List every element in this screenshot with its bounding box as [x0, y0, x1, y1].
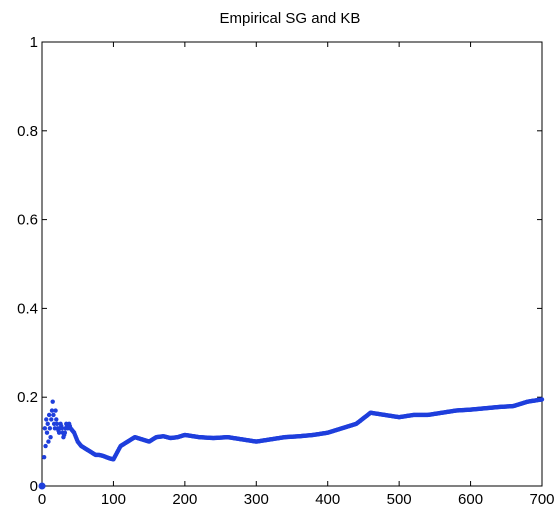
y-tick-label: 1: [30, 34, 38, 51]
y-tick-label: 0.8: [17, 123, 38, 140]
x-tick-label: 0: [38, 491, 46, 508]
data-point: [45, 421, 50, 427]
data-point: [59, 426, 65, 431]
x-tick-label: 600: [458, 491, 483, 508]
data-point: [53, 408, 58, 413]
data-point: [43, 443, 48, 449]
data-point: [54, 421, 60, 427]
data-point: [62, 430, 68, 435]
data-point: [41, 454, 47, 460]
y-tick-label: 0.2: [17, 389, 38, 406]
x-tick-label: 700: [529, 491, 554, 508]
data-point: [56, 430, 62, 435]
x-tick-label: 200: [172, 491, 197, 508]
data-point: [42, 426, 48, 431]
data-point: [44, 417, 49, 422]
chart-title: Empirical SG and KB: [220, 10, 361, 27]
data-point: [47, 426, 53, 431]
y-tick-label: 0: [30, 478, 38, 495]
data-point: [44, 430, 50, 435]
y-axis: 0 0.2 0.4 0.6 0.8 1: [17, 34, 542, 495]
data-point: [46, 439, 51, 444]
data-point: [50, 399, 55, 404]
data-series: [38, 397, 545, 490]
data-point: [539, 397, 545, 402]
data-point: [48, 434, 53, 440]
data-point: [46, 412, 52, 418]
y-tick-label: 0.6: [17, 212, 38, 229]
data-point: [51, 412, 56, 418]
plot-area-frame: [41, 41, 543, 487]
data-point: [41, 483, 46, 489]
y-tick-label: 0.4: [17, 300, 38, 317]
data-point: [49, 408, 55, 413]
x-tick-label: 300: [244, 491, 269, 508]
x-tick-label: 500: [387, 491, 412, 508]
data-point: [49, 417, 54, 422]
x-tick-label: 400: [315, 491, 340, 508]
x-tick-label: 100: [101, 491, 126, 508]
data-point: [54, 417, 59, 422]
